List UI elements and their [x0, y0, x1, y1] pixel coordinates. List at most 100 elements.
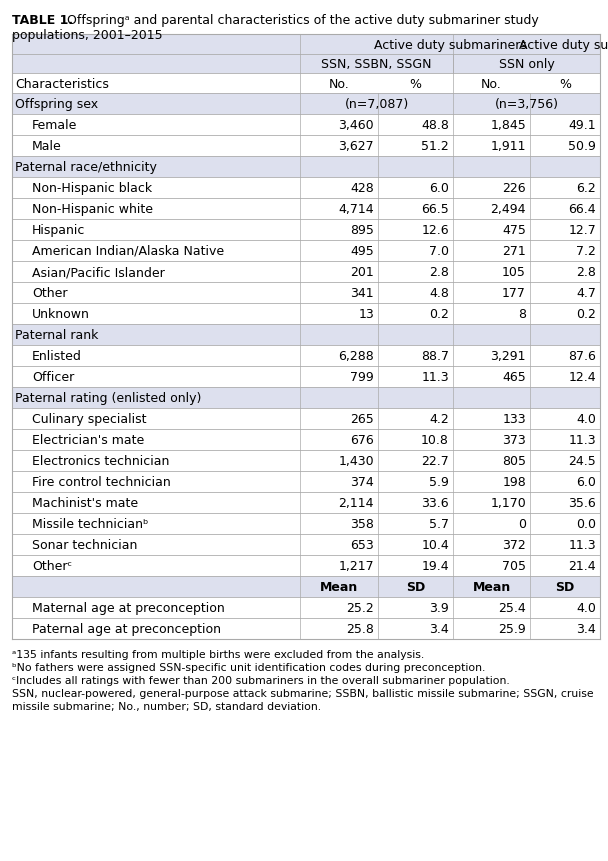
- Text: 4.8: 4.8: [429, 287, 449, 300]
- Text: Active duty submariners: Active duty submariners: [373, 39, 527, 52]
- Text: Male: Male: [32, 139, 62, 152]
- Text: 25.2: 25.2: [346, 601, 374, 614]
- Bar: [12, 157, 600, 177]
- Text: 799: 799: [350, 370, 374, 383]
- Text: SSN, nuclear-powered, general-purpose attack submarine; SSBN, ballistic missile : SSN, nuclear-powered, general-purpose at…: [12, 688, 593, 698]
- Text: 35.6: 35.6: [568, 497, 596, 510]
- Bar: [12, 430, 600, 450]
- Bar: [12, 492, 600, 513]
- Text: 88.7: 88.7: [421, 350, 449, 362]
- Text: 465: 465: [502, 370, 526, 383]
- Text: 177: 177: [502, 287, 526, 300]
- Bar: [12, 35, 600, 55]
- Text: Officer: Officer: [32, 370, 74, 383]
- Text: 3.4: 3.4: [576, 623, 596, 635]
- Text: 653: 653: [350, 538, 374, 551]
- Text: 7.2: 7.2: [576, 245, 596, 257]
- Bar: [12, 576, 600, 598]
- Bar: [12, 262, 600, 282]
- Text: Offspring sex: Offspring sex: [15, 98, 98, 111]
- Text: populations, 2001–2015: populations, 2001–2015: [12, 29, 162, 42]
- Text: American Indian/Alaska Native: American Indian/Alaska Native: [32, 245, 224, 257]
- Text: 87.6: 87.6: [568, 350, 596, 362]
- Bar: [12, 304, 600, 325]
- Text: ᵃ135 infants resulting from multiple births were excluded from the analysis.: ᵃ135 infants resulting from multiple bir…: [12, 649, 424, 660]
- Text: Electronics technician: Electronics technician: [32, 455, 170, 468]
- Text: 2.8: 2.8: [429, 266, 449, 279]
- Text: 226: 226: [502, 182, 526, 195]
- Text: 428: 428: [350, 182, 374, 195]
- Text: 3,291: 3,291: [491, 350, 526, 362]
- Bar: [12, 387, 600, 408]
- Text: 0.2: 0.2: [576, 307, 596, 320]
- Text: 6.0: 6.0: [429, 182, 449, 195]
- Text: Non-Hispanic white: Non-Hispanic white: [32, 202, 153, 216]
- Text: Active duty submariners: Active duty submariners: [519, 39, 608, 52]
- Text: No.: No.: [329, 77, 350, 90]
- Text: (n=3,756): (n=3,756): [494, 98, 559, 111]
- Text: Sonar technician: Sonar technician: [32, 538, 137, 551]
- Text: 4.0: 4.0: [576, 412, 596, 425]
- Text: 4,714: 4,714: [339, 202, 374, 216]
- Text: 495: 495: [350, 245, 374, 257]
- Text: 25.4: 25.4: [498, 601, 526, 614]
- Text: 0.0: 0.0: [576, 517, 596, 530]
- Text: 3.4: 3.4: [429, 623, 449, 635]
- Text: 12.4: 12.4: [568, 370, 596, 383]
- Text: 10.8: 10.8: [421, 433, 449, 447]
- Text: Mean: Mean: [472, 580, 511, 593]
- Text: Paternal age at preconception: Paternal age at preconception: [32, 623, 221, 635]
- Text: Other: Other: [32, 287, 67, 300]
- Bar: [12, 450, 600, 472]
- Text: 4.0: 4.0: [576, 601, 596, 614]
- Text: 133: 133: [502, 412, 526, 425]
- Text: Paternal rating (enlisted only): Paternal rating (enlisted only): [15, 392, 201, 405]
- Text: Paternal rank: Paternal rank: [15, 329, 98, 342]
- Text: 805: 805: [502, 455, 526, 468]
- Bar: [12, 115, 600, 136]
- Bar: [12, 345, 600, 367]
- Text: %: %: [410, 77, 421, 90]
- Bar: [12, 241, 600, 262]
- Text: 2.8: 2.8: [576, 266, 596, 279]
- Text: 7.0: 7.0: [429, 245, 449, 257]
- Text: 21.4: 21.4: [568, 560, 596, 573]
- Text: Maternal age at preconception: Maternal age at preconception: [32, 601, 225, 614]
- Text: Machinist's mate: Machinist's mate: [32, 497, 138, 510]
- Bar: [12, 55, 600, 74]
- Text: Otherᶜ: Otherᶜ: [32, 560, 72, 573]
- Text: 1,430: 1,430: [339, 455, 374, 468]
- Bar: [12, 199, 600, 220]
- Text: 3.9: 3.9: [429, 601, 449, 614]
- Text: Fire control technician: Fire control technician: [32, 475, 171, 488]
- Bar: [12, 535, 600, 555]
- Text: 66.4: 66.4: [568, 202, 596, 216]
- Text: 105: 105: [502, 266, 526, 279]
- Text: 11.3: 11.3: [568, 433, 596, 447]
- Text: Non-Hispanic black: Non-Hispanic black: [32, 182, 152, 195]
- Text: 1,911: 1,911: [491, 139, 526, 152]
- Text: ᶜIncludes all ratings with fewer than 200 submariners in the overall submariner : ᶜIncludes all ratings with fewer than 20…: [12, 675, 510, 685]
- Text: 1,845: 1,845: [490, 119, 526, 132]
- Text: Asian/Pacific Islander: Asian/Pacific Islander: [32, 266, 165, 279]
- Text: 11.3: 11.3: [421, 370, 449, 383]
- Text: Female: Female: [32, 119, 77, 132]
- Text: Paternal race/ethnicity: Paternal race/ethnicity: [15, 161, 157, 174]
- Text: 24.5: 24.5: [568, 455, 596, 468]
- Text: 4.2: 4.2: [429, 412, 449, 425]
- Text: TABLE 1.: TABLE 1.: [12, 14, 73, 27]
- Bar: [12, 325, 600, 345]
- Bar: [12, 74, 600, 94]
- Text: 11.3: 11.3: [568, 538, 596, 551]
- Text: 6.0: 6.0: [576, 475, 596, 488]
- Text: Missile technicianᵇ: Missile technicianᵇ: [32, 517, 148, 530]
- Text: Mean: Mean: [320, 580, 358, 593]
- Text: 3,627: 3,627: [339, 139, 374, 152]
- Text: Hispanic: Hispanic: [32, 224, 85, 237]
- Text: 895: 895: [350, 224, 374, 237]
- Text: 8: 8: [518, 307, 526, 320]
- Text: 1,217: 1,217: [339, 560, 374, 573]
- Text: 2,114: 2,114: [339, 497, 374, 510]
- Text: SSN, SSBN, SSGN: SSN, SSBN, SSGN: [321, 58, 432, 71]
- Text: 6,288: 6,288: [338, 350, 374, 362]
